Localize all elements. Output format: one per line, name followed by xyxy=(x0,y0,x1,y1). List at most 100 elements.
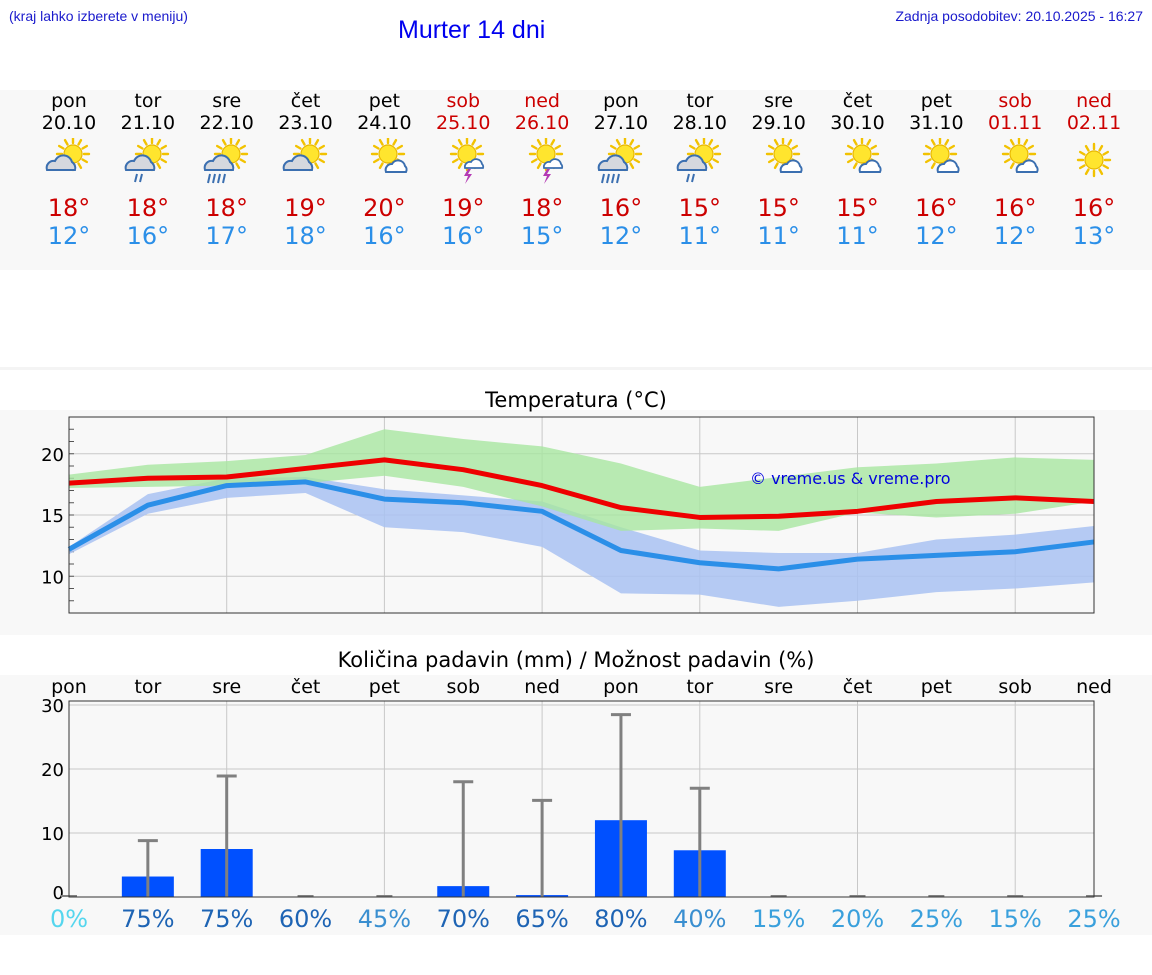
sun-small-cloud-icon xyxy=(371,138,408,173)
precipitation-day-label: ned xyxy=(1076,676,1112,698)
max-temperature: 19° xyxy=(284,194,327,222)
precipitation-probability: 75% xyxy=(121,905,174,933)
day-forecast[interactable]: pon 20.10 18° 12° xyxy=(29,90,109,250)
max-temperature: 15° xyxy=(678,194,722,222)
min-temperature: 12° xyxy=(599,222,643,250)
precipitation-day-label: čet xyxy=(843,676,873,698)
sun-thunder-icon xyxy=(528,138,564,184)
max-range-band xyxy=(69,429,1095,531)
min-range-band xyxy=(69,477,1095,607)
precipitation-probability: 45% xyxy=(358,905,411,933)
precipitation-probability: 25% xyxy=(1067,905,1120,933)
day-forecast[interactable]: ned 26.10 18° 15° xyxy=(502,90,582,250)
min-temperature: 11° xyxy=(757,222,800,250)
precipitation-day-label: sre xyxy=(212,676,241,698)
precipitation-day-label: pet xyxy=(921,676,952,698)
temperature-tick-label: 15 xyxy=(41,506,64,527)
day-forecast[interactable]: sob 25.10 19° 16° xyxy=(423,90,503,250)
day-date: 02.11 xyxy=(1066,112,1122,134)
precipitation-tick-label: 20 xyxy=(41,760,64,781)
precipitation-probability: 60% xyxy=(279,905,332,933)
day-date: 28.10 xyxy=(672,112,727,134)
precipitation-probability: 75% xyxy=(200,905,253,933)
day-forecast[interactable]: sre 29.10 15° 11° xyxy=(739,90,819,250)
precipitation-probability: 15% xyxy=(752,905,805,933)
page-title: Murter 14 dni xyxy=(398,16,546,44)
day-name: pon xyxy=(603,90,639,112)
max-temperature: 18° xyxy=(47,194,91,222)
sun-cloud-heavy-rain-icon xyxy=(203,138,248,184)
max-temperature: 20° xyxy=(363,194,406,222)
day-forecast[interactable]: tor 21.10 18° 16° xyxy=(108,90,188,250)
day-forecast[interactable]: sre 22.10 18° 17° xyxy=(187,90,267,250)
precipitation-day-label: pon xyxy=(51,676,87,698)
day-name: pet xyxy=(920,90,952,112)
divider xyxy=(0,367,1152,370)
day-forecast[interactable]: pet 31.10 16° 12° xyxy=(896,90,976,250)
temperature-chart-title: Temperatura (°C) xyxy=(485,388,667,412)
max-temperature: 18° xyxy=(205,194,248,222)
sun-cloud-icon xyxy=(282,138,327,172)
day-forecast[interactable]: čet 23.10 19° 18° xyxy=(266,90,346,250)
day-date: 26.10 xyxy=(514,112,570,134)
sun-small-cloud-icon xyxy=(844,138,882,173)
max-temperature: 18° xyxy=(520,194,564,222)
max-temperature: 18° xyxy=(126,194,170,222)
location-hint[interactable]: (kraj lahko izberete v meniju) xyxy=(9,8,188,24)
temperature-tick-label: 20 xyxy=(41,445,64,466)
day-name: ned xyxy=(1076,90,1112,112)
day-name: tor xyxy=(134,90,162,112)
min-temperature: 16° xyxy=(363,222,406,250)
day-date: 30.10 xyxy=(830,112,885,134)
min-temperature: 17° xyxy=(205,222,248,250)
sun-thunder-icon xyxy=(450,138,485,184)
precipitation-day-label: sob xyxy=(446,676,480,698)
day-date: 24.10 xyxy=(357,112,412,134)
day-date: 21.10 xyxy=(120,112,176,134)
day-date: 27.10 xyxy=(593,112,649,134)
sun-small-cloud-icon xyxy=(923,138,960,173)
precipitation-probability: 0% xyxy=(50,905,88,933)
day-forecast[interactable]: čet 30.10 15° 11° xyxy=(818,90,898,250)
day-forecast[interactable]: pet 24.10 20° 16° xyxy=(344,90,424,250)
sun-small-cloud-icon xyxy=(1001,138,1039,173)
day-name: tor xyxy=(686,90,714,112)
min-temperature: 11° xyxy=(678,222,722,250)
precipitation-day-label: pon xyxy=(603,676,639,698)
precipitation-chart-title: Količina padavin (mm) / Možnost padavin … xyxy=(337,648,815,672)
min-temperature: 15° xyxy=(520,222,564,250)
sun-cloud-icon xyxy=(45,138,91,172)
max-temperature: 16° xyxy=(993,194,1037,222)
precipitation-day-label: tor xyxy=(686,676,713,698)
day-forecast[interactable]: tor 28.10 15° 11° xyxy=(660,90,740,250)
precipitation-probability: 70% xyxy=(437,905,490,933)
day-name: čet xyxy=(290,90,321,112)
max-temperature: 15° xyxy=(836,194,879,222)
min-temperature: 16° xyxy=(441,222,485,250)
precipitation-day-label: ned xyxy=(524,676,560,698)
day-forecast[interactable]: ned 02.11 16° 13° xyxy=(1054,90,1134,250)
day-date: 01.11 xyxy=(987,112,1043,134)
precipitation-probability: 65% xyxy=(515,905,568,933)
day-date: 25.10 xyxy=(436,112,491,134)
max-temperature: 16° xyxy=(1072,194,1116,222)
sun-icon xyxy=(1076,142,1112,178)
day-forecast[interactable]: sob 01.11 16° 12° xyxy=(975,90,1055,250)
min-temperature-line xyxy=(67,479,1095,572)
sun-cloud-rain-icon xyxy=(124,138,170,183)
precipitation-day-label: sre xyxy=(764,676,793,698)
watermark: © vreme.us & vreme.pro xyxy=(750,469,951,488)
precipitation-tick-label: 10 xyxy=(41,824,64,845)
day-name: sre xyxy=(212,90,242,112)
sun-small-cloud-icon xyxy=(765,138,803,173)
precipitation-tick-label: 0 xyxy=(53,883,64,904)
precipitation-day-label: čet xyxy=(291,676,321,698)
precipitation-frame xyxy=(68,700,1095,898)
day-name: pon xyxy=(51,90,87,112)
day-name: sob xyxy=(446,90,481,112)
precipitation-probability: 15% xyxy=(989,905,1042,933)
day-name: pet xyxy=(368,90,400,112)
day-forecast[interactable]: pon 27.10 16° 12° xyxy=(581,90,661,250)
min-temperature: 16° xyxy=(126,222,170,250)
